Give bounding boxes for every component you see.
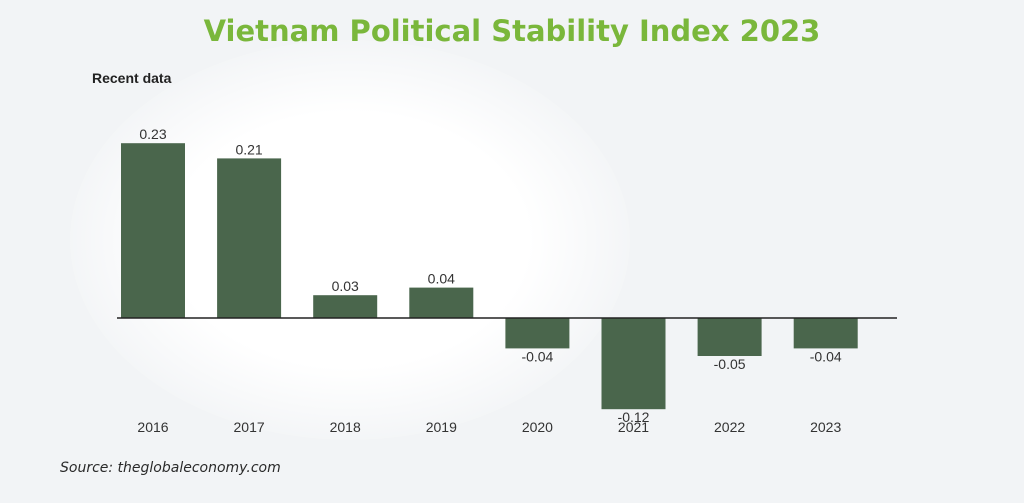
bar-2017 — [217, 158, 282, 318]
source-note: Source: theglobaleconomy.com — [60, 460, 281, 476]
x-tick-2023: 2023 — [810, 419, 841, 435]
x-tick-labels-group: 2016 2017 2018 2019 2020 2021 2022 2023 — [137, 419, 841, 435]
bar-2022 — [697, 318, 762, 356]
value-label-2020: -0.04 — [521, 348, 553, 364]
value-label-2023: -0.04 — [810, 348, 842, 364]
value-label-2016: 0.23 — [139, 126, 166, 142]
value-label-2018: 0.03 — [332, 278, 359, 294]
chart-title: Vietnam Political Stability Index 2023 — [203, 14, 821, 48]
value-labels-group: 0.23 0.21 0.03 0.04 -0.04 -0.12 -0.05 -0.04 — [139, 126, 841, 425]
bar-2016 — [121, 143, 185, 318]
bar-2021 — [601, 318, 666, 410]
bar-2023 — [793, 318, 858, 349]
value-label-2022: -0.05 — [714, 356, 746, 372]
chart-subtitle: Recent data — [92, 70, 172, 86]
x-tick-2021: 2021 — [618, 419, 649, 435]
value-label-2021: -0.12 — [618, 409, 650, 425]
bar-2020 — [505, 318, 570, 349]
x-tick-2022: 2022 — [714, 419, 745, 435]
x-tick-2017: 2017 — [234, 419, 265, 435]
bar-2018 — [313, 295, 378, 318]
x-tick-2018: 2018 — [330, 419, 361, 435]
value-label-2017: 0.21 — [235, 141, 262, 157]
value-label-2019: 0.04 — [428, 271, 455, 287]
x-tick-2020: 2020 — [522, 419, 553, 435]
bar-2019 — [409, 287, 474, 318]
x-tick-2019: 2019 — [426, 419, 457, 435]
x-tick-2016: 2016 — [137, 419, 168, 435]
bars-group — [121, 143, 858, 410]
